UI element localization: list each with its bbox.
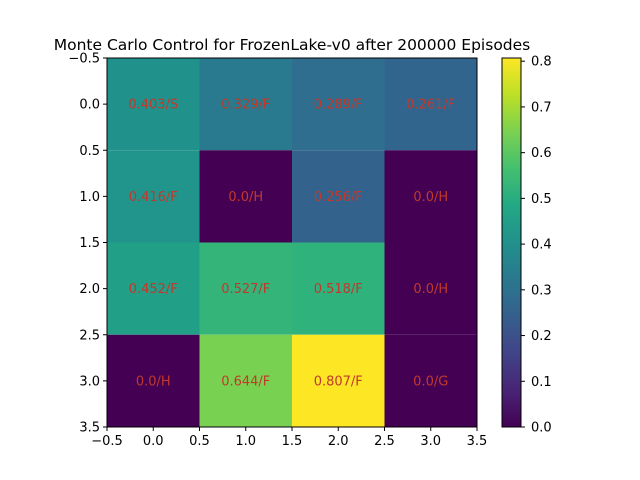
y-tick-label: 0.5 bbox=[79, 144, 100, 159]
colorbar-tick-label: 0.8 bbox=[531, 55, 552, 70]
colorbar-tick-label: 0.5 bbox=[531, 192, 552, 207]
heatmap-cell-r0-c0 bbox=[107, 58, 200, 151]
heatmap-cell-r2-c0 bbox=[107, 242, 200, 335]
x-tick-label: 3.5 bbox=[467, 434, 488, 449]
cell-label-r1-c3: 0.0/H bbox=[413, 190, 448, 205]
colorbar-tick-label: 0.2 bbox=[531, 329, 552, 344]
y-tick-label: 1.5 bbox=[79, 236, 100, 251]
colorbar-axis: 0.0 0.1 0.2 0.3 0.4 0.5 0.6 0.7 0.8 bbox=[521, 55, 552, 436]
heatmap-cells bbox=[107, 58, 477, 427]
y-tick-label: 0.0 bbox=[79, 98, 100, 113]
x-tick-label: 2.5 bbox=[374, 434, 395, 449]
y-axis: −0.5 0.0 0.5 1.0 1.5 2.0 2.5 3.0 3.5 bbox=[68, 52, 107, 436]
x-tick-label: 0.5 bbox=[189, 434, 210, 449]
colorbar-tick-label: 0.0 bbox=[531, 421, 552, 436]
cell-label-r2-c3: 0.0/H bbox=[413, 282, 448, 297]
x-tick-label: 1.0 bbox=[235, 434, 256, 449]
x-axis: −0.5 0.0 0.5 1.0 1.5 2.0 2.5 3.0 3.5 bbox=[91, 427, 487, 449]
heatmap-cell-r3-c2 bbox=[292, 334, 385, 427]
y-tick-label: 2.5 bbox=[79, 328, 100, 343]
cell-label-r2-c2: 0.518/F bbox=[314, 282, 363, 297]
chart-title: Monte Carlo Control for FrozenLake-v0 af… bbox=[54, 36, 531, 54]
x-tick-label: −0.5 bbox=[91, 434, 123, 449]
heatmap-cell-r1-c1 bbox=[199, 150, 292, 243]
heatmap-cell-r2-c2 bbox=[292, 242, 385, 335]
cell-label-r1-c0: 0.416/F bbox=[129, 190, 178, 205]
cell-label-r3-c3: 0.0/G bbox=[413, 374, 448, 389]
cell-label-r0-c2: 0.289/F bbox=[314, 98, 363, 113]
colorbar bbox=[501, 57, 522, 428]
heatmap-cell-r0-c3 bbox=[384, 58, 477, 151]
cell-label-r2-c0: 0.452/F bbox=[129, 282, 178, 297]
cell-label-r1-c1: 0.0/H bbox=[228, 190, 263, 205]
y-tick-label: 3.0 bbox=[79, 374, 100, 389]
cell-label-r2-c1: 0.527/F bbox=[221, 282, 270, 297]
cell-label-r0-c1: 0.329/F bbox=[221, 98, 270, 113]
y-tick-label: 3.5 bbox=[79, 421, 100, 436]
cell-label-r0-c3: 0.261/F bbox=[406, 98, 455, 113]
heatmap-cell-r0-c2 bbox=[292, 58, 385, 151]
heatmap-cell-r1-c3 bbox=[384, 150, 477, 243]
heatmap-cell-r1-c0 bbox=[107, 150, 200, 243]
x-tick-label: 2.0 bbox=[328, 434, 349, 449]
y-tick-label: −0.5 bbox=[68, 52, 100, 67]
x-tick-label: 0.0 bbox=[143, 434, 164, 449]
heatmap-cell-r3-c1 bbox=[199, 334, 292, 427]
colorbar-tick-label: 0.4 bbox=[531, 238, 552, 253]
y-tick-label: 1.0 bbox=[79, 190, 100, 205]
colorbar-tick-label: 0.1 bbox=[531, 375, 552, 390]
heatmap-cell-r2-c1 bbox=[199, 242, 292, 335]
heatmap-cell-r3-c0 bbox=[107, 334, 200, 427]
colorbar-tick-label: 0.7 bbox=[531, 100, 552, 115]
heatmap-cell-labels: 0.403/S 0.329/F 0.289/F 0.261/F 0.416/F 0.0/H… bbox=[128, 98, 455, 390]
colorbar-tick-label: 0.3 bbox=[531, 283, 552, 298]
cell-label-r3-c1: 0.644/F bbox=[221, 374, 270, 389]
x-tick-label: 3.0 bbox=[420, 434, 441, 449]
heatmap-cell-r0-c1 bbox=[199, 58, 292, 151]
heatmap-cell-r3-c3 bbox=[384, 334, 477, 427]
colorbar-tick-label: 0.6 bbox=[531, 146, 552, 161]
cell-label-r1-c2: 0.256/F bbox=[314, 190, 363, 205]
cell-label-r3-c0: 0.0/H bbox=[136, 374, 171, 389]
heatmap-cell-r1-c2 bbox=[292, 150, 385, 243]
x-tick-label: 1.5 bbox=[282, 434, 303, 449]
y-tick-label: 2.0 bbox=[79, 282, 100, 297]
heatmap-cell-r2-c3 bbox=[384, 242, 477, 335]
cell-label-r3-c2: 0.807/F bbox=[314, 374, 363, 389]
cell-label-r0-c0: 0.403/S bbox=[128, 98, 178, 113]
